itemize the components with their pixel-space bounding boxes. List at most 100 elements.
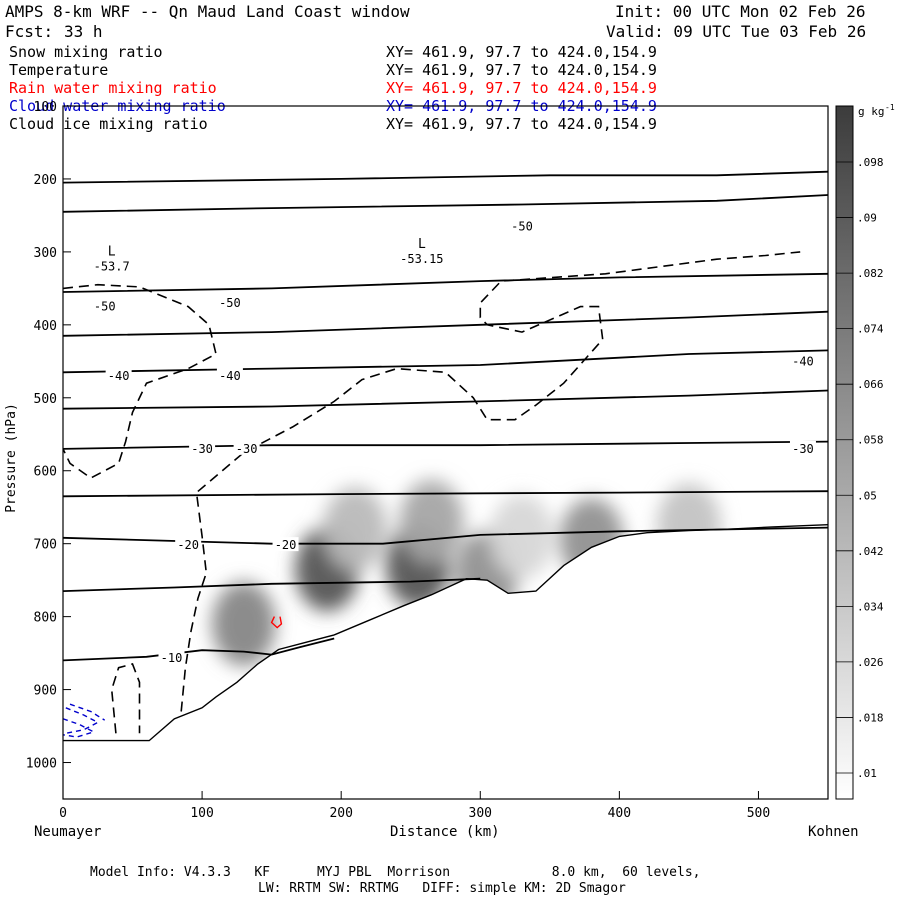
init-time: Init: 00 UTC Mon 02 Feb 26 [615, 2, 866, 21]
y-tick-label: 1000 [26, 757, 57, 772]
field-range-cloud-ice: XY= 461.9, 97.7 to 424.0,154.9 [386, 115, 657, 133]
field-name-snow: Snow mixing ratio [9, 43, 163, 61]
isotherm-label: -50 [94, 300, 116, 314]
terrain-mask [63, 524, 828, 799]
cloud-water-contour [69, 703, 106, 721]
forecast-hours: 33 h [64, 22, 103, 41]
model-physics: LW: RRTM SW: RRTMG DIFF: simple KM: 2D S… [258, 881, 626, 896]
y-tick-label: 500 [34, 392, 57, 407]
isotherm-label: -40 [792, 354, 814, 368]
colorbar-tick-label: .09 [857, 212, 877, 225]
isotherm-line [63, 272, 828, 293]
isotherm-label: -50 [219, 296, 241, 310]
isotherm-label-bg [105, 367, 132, 382]
cloud-ice-contour [110, 663, 141, 734]
field-name-temperature: Temperature [9, 61, 109, 79]
snow-blob [323, 487, 388, 572]
minimum-value: -53.7 [94, 260, 130, 274]
colorbar-tick-label: .058 [857, 434, 884, 447]
y-tick-label: 400 [34, 319, 57, 334]
isotherm-label: -30 [236, 442, 258, 456]
x-axis-label: Distance (km) [390, 824, 500, 840]
isotherm-label: -40 [219, 369, 241, 383]
x-tick-label: 400 [608, 806, 631, 821]
isotherm-label: -30 [792, 442, 814, 456]
cloud-water-contour [65, 707, 100, 734]
colorbar-unit: g kg [858, 105, 885, 118]
isotherm-line [63, 310, 828, 337]
isotherm-label-bg [175, 537, 202, 552]
isotherm-label: -20 [275, 538, 297, 552]
colorbar-ramp [835, 105, 854, 800]
cloud-ice-contour [180, 251, 801, 712]
forecast-label: Fcst: [5, 22, 54, 41]
colorbar-tick-label: .01 [857, 767, 877, 780]
isotherm-line [63, 637, 335, 662]
isotherm-line [63, 577, 481, 592]
isotherm-line [63, 349, 828, 374]
field-range-snow: XY= 461.9, 97.7 to 424.0,154.9 [386, 43, 657, 61]
snow-blob [211, 581, 276, 666]
snow-mixing-ratio-shading [63, 479, 828, 799]
isotherm-label: -10 [161, 651, 183, 665]
field-name-rain: Rain water mixing ratio [9, 79, 217, 97]
isotherm-label-bg [158, 650, 185, 665]
isotherm-label: -20 [177, 538, 199, 552]
isotherm-label-bg [789, 440, 816, 455]
x-tick-label: 0 [59, 806, 67, 821]
isotherm-label: -40 [108, 369, 130, 383]
isotherm-label-bg [233, 440, 260, 455]
isotherm-line [63, 170, 828, 184]
isotherm-label-bg [216, 294, 243, 309]
colorbar-tick-label: .082 [857, 267, 884, 280]
y-tick-label: 100 [34, 100, 57, 115]
colorbar-tick-label: .026 [857, 656, 884, 669]
minimum-value: -53.15 [400, 252, 443, 266]
snow-blob [490, 494, 554, 579]
colorbar-tick-label: .098 [857, 156, 884, 169]
field-range-rain: XY= 461.9, 97.7 to 424.0,154.9 [386, 79, 657, 97]
y-tick-label: 900 [34, 684, 57, 699]
snow-blob [399, 479, 464, 564]
y-tick-label: 300 [34, 246, 57, 261]
y-axis-label: Pressure (hPa) [4, 403, 19, 513]
y-tick-label: 600 [34, 465, 57, 480]
x-tick-label: 200 [329, 806, 352, 821]
valid-time: Valid: 09 UTC Tue 03 Feb 26 [606, 22, 867, 41]
y-tick-label: 700 [34, 538, 57, 553]
rain-water-contour [270, 616, 283, 629]
x-tick-label: 300 [469, 806, 492, 821]
isotherm-label-bg [216, 367, 243, 382]
minimum-marker: L [418, 237, 426, 252]
isotherm-label-bg [189, 440, 216, 455]
isotherm-label: -50 [511, 219, 533, 233]
field-name-cloud-ice: Cloud ice mixing ratio [9, 115, 208, 133]
isotherm-line [63, 526, 828, 545]
colorbar: .098 .09 .082 .074 .066 .058 .05 .042 .034 .026 .0… [835, 103, 895, 800]
isotherm-label: -30 [191, 442, 213, 456]
colorbar-tick-label: .066 [857, 378, 884, 391]
colorbar-tick-label: .034 [857, 600, 884, 613]
colorbar-tick-label: .074 [857, 323, 884, 336]
isotherm-label-bg [272, 537, 299, 552]
chart-title: AMPS 8-km WRF -- Qn Maud Land Coast wind… [5, 2, 410, 21]
cloud-water-contour [63, 718, 96, 738]
x-tick-label: 500 [747, 806, 770, 821]
isotherm-label-bg [509, 218, 535, 233]
y-tick-label: 800 [34, 611, 57, 626]
plot-frame [62, 105, 829, 800]
x-endpoint-left: Neumayer [34, 824, 102, 840]
isotherm-line [63, 194, 828, 213]
colorbar-tick-label: .042 [857, 545, 884, 558]
x-endpoint-right: Kohnen [808, 824, 859, 840]
minimum-marker: L [108, 245, 116, 260]
colorbar-tick-label: .05 [857, 489, 877, 502]
colorbar-unit-exponent: -1 [885, 103, 895, 112]
colorbar-tick-label: .018 [857, 711, 884, 724]
field-range-temperature: XY= 461.9, 97.7 to 424.0,154.9 [386, 61, 657, 79]
terrain-outline [63, 524, 828, 742]
cloud-ice-contour [63, 283, 217, 479]
isotherm-label-bg [789, 353, 816, 368]
y-tick-label: 200 [34, 173, 57, 188]
